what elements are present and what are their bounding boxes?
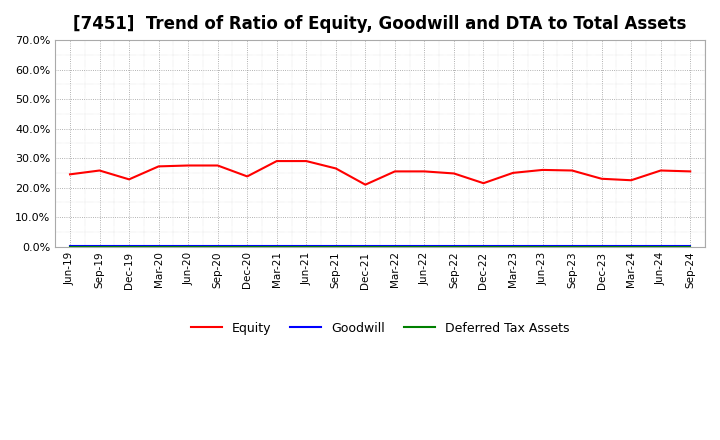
Goodwill	[243, 243, 251, 249]
Legend: Equity, Goodwill, Deferred Tax Assets: Equity, Goodwill, Deferred Tax Assets	[186, 316, 575, 340]
Equity	[213, 163, 222, 168]
Equity	[568, 168, 577, 173]
Equity	[449, 171, 458, 176]
Equity	[66, 172, 74, 177]
Deferred Tax Assets	[390, 244, 399, 249]
Goodwill	[331, 243, 340, 249]
Goodwill	[480, 243, 488, 249]
Deferred Tax Assets	[657, 244, 665, 249]
Equity	[420, 169, 428, 174]
Deferred Tax Assets	[539, 244, 547, 249]
Goodwill	[213, 243, 222, 249]
Deferred Tax Assets	[154, 244, 163, 249]
Equity	[539, 167, 547, 172]
Goodwill	[509, 243, 518, 249]
Line: Equity: Equity	[70, 161, 690, 185]
Equity	[390, 169, 399, 174]
Equity	[95, 168, 104, 173]
Goodwill	[598, 243, 606, 249]
Equity	[302, 158, 310, 164]
Title: [7451]  Trend of Ratio of Equity, Goodwill and DTA to Total Assets: [7451] Trend of Ratio of Equity, Goodwil…	[73, 15, 687, 33]
Goodwill	[95, 243, 104, 249]
Deferred Tax Assets	[95, 244, 104, 249]
Deferred Tax Assets	[243, 244, 251, 249]
Deferred Tax Assets	[449, 244, 458, 249]
Deferred Tax Assets	[184, 244, 192, 249]
Equity	[243, 174, 251, 179]
Goodwill	[686, 243, 695, 249]
Equity	[657, 168, 665, 173]
Deferred Tax Assets	[627, 244, 636, 249]
Goodwill	[539, 243, 547, 249]
Goodwill	[66, 243, 74, 249]
Equity	[154, 164, 163, 169]
Equity	[509, 170, 518, 176]
Equity	[686, 169, 695, 174]
Deferred Tax Assets	[213, 244, 222, 249]
Deferred Tax Assets	[302, 244, 310, 249]
Deferred Tax Assets	[509, 244, 518, 249]
Deferred Tax Assets	[420, 244, 428, 249]
Deferred Tax Assets	[272, 244, 281, 249]
Deferred Tax Assets	[125, 244, 133, 249]
Deferred Tax Assets	[686, 244, 695, 249]
Goodwill	[184, 243, 192, 249]
Equity	[480, 180, 488, 186]
Equity	[184, 163, 192, 168]
Deferred Tax Assets	[480, 244, 488, 249]
Equity	[272, 158, 281, 164]
Equity	[627, 178, 636, 183]
Goodwill	[361, 243, 369, 249]
Equity	[598, 176, 606, 181]
Goodwill	[449, 243, 458, 249]
Goodwill	[154, 243, 163, 249]
Deferred Tax Assets	[66, 244, 74, 249]
Goodwill	[390, 243, 399, 249]
Goodwill	[627, 243, 636, 249]
Goodwill	[125, 243, 133, 249]
Deferred Tax Assets	[331, 244, 340, 249]
Equity	[331, 166, 340, 171]
Goodwill	[568, 243, 577, 249]
Goodwill	[420, 243, 428, 249]
Deferred Tax Assets	[361, 244, 369, 249]
Deferred Tax Assets	[598, 244, 606, 249]
Goodwill	[302, 243, 310, 249]
Equity	[361, 182, 369, 187]
Goodwill	[657, 243, 665, 249]
Equity	[125, 177, 133, 182]
Goodwill	[272, 243, 281, 249]
Deferred Tax Assets	[568, 244, 577, 249]
